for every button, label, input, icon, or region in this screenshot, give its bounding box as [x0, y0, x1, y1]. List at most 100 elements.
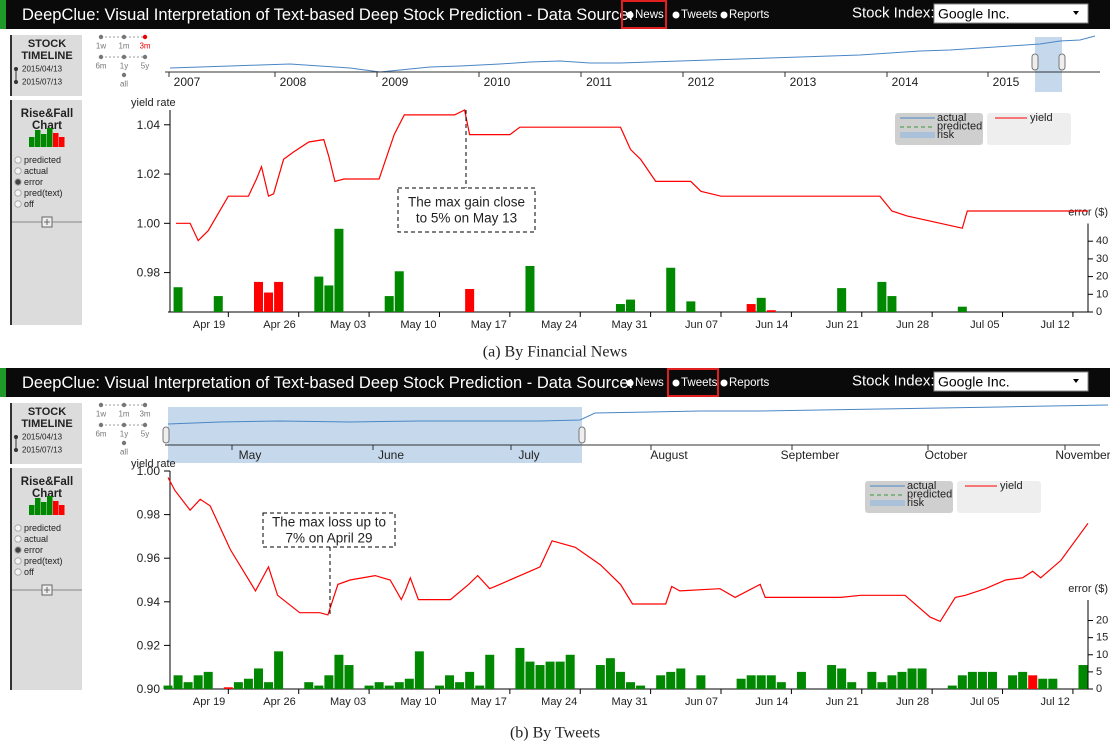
error-bar [837, 288, 847, 312]
annotation-text: The max gain close [408, 195, 525, 210]
source-radio[interactable] [626, 379, 634, 387]
y2-axis-label: error ($) [1068, 207, 1108, 219]
range-dot[interactable] [142, 422, 148, 428]
range-option[interactable]: 5y [141, 430, 149, 439]
error-bar [475, 685, 485, 689]
timeline-label: 2015 [993, 75, 1020, 89]
range-option[interactable]: 5y [141, 62, 149, 71]
option-radio[interactable] [14, 557, 22, 565]
range-option[interactable]: 1y [120, 430, 128, 439]
range-option[interactable]: 6m [95, 430, 106, 439]
timeline-handle[interactable] [1031, 53, 1039, 71]
source-option[interactable]: News [635, 9, 664, 21]
stock-index-label: Stock Index: [852, 5, 935, 22]
option-radio[interactable] [14, 200, 22, 208]
header-accent [0, 0, 6, 29]
timeline-selection [168, 407, 582, 463]
risefall-title: Chart [32, 488, 62, 500]
range-option[interactable]: 1y [120, 62, 128, 71]
option-radio[interactable] [14, 524, 22, 532]
option-label[interactable]: predicted [24, 155, 61, 165]
option-radio[interactable] [14, 167, 22, 175]
option-label[interactable]: actual [24, 166, 48, 176]
source-radio[interactable] [626, 11, 634, 19]
range-dot[interactable] [121, 440, 127, 446]
range-option[interactable]: 3m [139, 42, 150, 51]
option-label[interactable]: pred(text) [24, 188, 63, 198]
timeline-handle[interactable] [578, 426, 586, 444]
x-tick-label: Jul 05 [970, 319, 999, 331]
range-option[interactable]: 1w [96, 410, 106, 419]
source-option[interactable]: Reports [729, 9, 770, 21]
app-title: DeepClue: Visual Interpretation of Text-… [22, 374, 633, 392]
error-bar [1048, 678, 1058, 689]
timeline-label: 2010 [484, 75, 511, 89]
timeline-handle[interactable] [1058, 53, 1066, 71]
error-bar [897, 671, 907, 689]
range-option[interactable]: 1w [96, 42, 106, 51]
range-dot[interactable] [121, 402, 127, 408]
option-radio[interactable] [14, 156, 22, 164]
range-option[interactable]: 1m [118, 410, 129, 419]
range-option[interactable]: all [120, 448, 128, 457]
option-label[interactable]: pred(text) [24, 556, 63, 566]
range-dot[interactable] [121, 422, 127, 428]
source-radio[interactable] [672, 11, 680, 19]
range-dot[interactable] [121, 72, 127, 78]
option-radio[interactable] [14, 546, 22, 554]
range-dot[interactable] [98, 422, 104, 428]
y2-tick-label: 15 [1096, 632, 1108, 644]
option-label[interactable]: error [24, 177, 43, 187]
option-label[interactable]: off [24, 199, 34, 209]
timeline-label: 2009 [382, 75, 409, 89]
error-bar [847, 682, 857, 689]
range-dot[interactable] [98, 54, 104, 60]
option-label[interactable]: actual [24, 534, 48, 544]
option-radio[interactable] [14, 189, 22, 197]
stock-dropdown[interactable] [933, 3, 1089, 24]
option-label[interactable]: off [24, 567, 34, 577]
risefall-icon-bar [29, 137, 35, 147]
option-label[interactable]: error [24, 545, 43, 555]
annotation-text: The max loss up to [272, 515, 386, 530]
range-option[interactable]: 1m [118, 42, 129, 51]
x-tick-label: Jun 07 [685, 319, 718, 331]
range-dot[interactable] [98, 34, 104, 40]
range-dot[interactable] [142, 402, 148, 408]
error-bar [957, 675, 967, 689]
option-label[interactable]: predicted [24, 523, 61, 533]
option-radio[interactable] [14, 178, 22, 186]
source-option[interactable]: Tweets [681, 377, 718, 389]
timeline-handle[interactable] [162, 426, 170, 444]
range-dot[interactable] [142, 54, 148, 60]
error-bar [253, 281, 263, 312]
stock-dropdown[interactable] [933, 371, 1089, 392]
timeline-title: STOCK [28, 38, 66, 50]
option-radio[interactable] [14, 568, 22, 576]
option-radio[interactable] [14, 535, 22, 543]
y2-tick-label: 30 [1096, 253, 1108, 265]
range-option[interactable]: 6m [95, 62, 106, 71]
range-dot[interactable] [98, 402, 104, 408]
range-option[interactable]: all [120, 80, 128, 89]
source-option[interactable]: Reports [729, 377, 770, 389]
range-option[interactable]: 3m [139, 410, 150, 419]
timeline-label: August [650, 448, 688, 462]
range-dot[interactable] [121, 54, 127, 60]
error-bar [887, 675, 897, 689]
error-bar [756, 675, 766, 689]
x-tick-label: May 17 [471, 696, 507, 708]
y-tick-label: 1.04 [137, 118, 161, 132]
risefall-title: Rise&Fall [21, 108, 73, 120]
stock-index-label: Stock Index: [852, 373, 935, 390]
source-option[interactable]: News [635, 377, 664, 389]
timeline-box-edge [10, 35, 12, 96]
range-dot[interactable] [121, 34, 127, 40]
source-radio[interactable] [720, 379, 728, 387]
range-dot[interactable] [142, 34, 148, 40]
source-option[interactable]: Tweets [681, 9, 718, 21]
error-bar [243, 678, 253, 689]
source-radio[interactable] [720, 11, 728, 19]
timeline-label: June [378, 448, 404, 462]
source-radio[interactable] [672, 379, 680, 387]
